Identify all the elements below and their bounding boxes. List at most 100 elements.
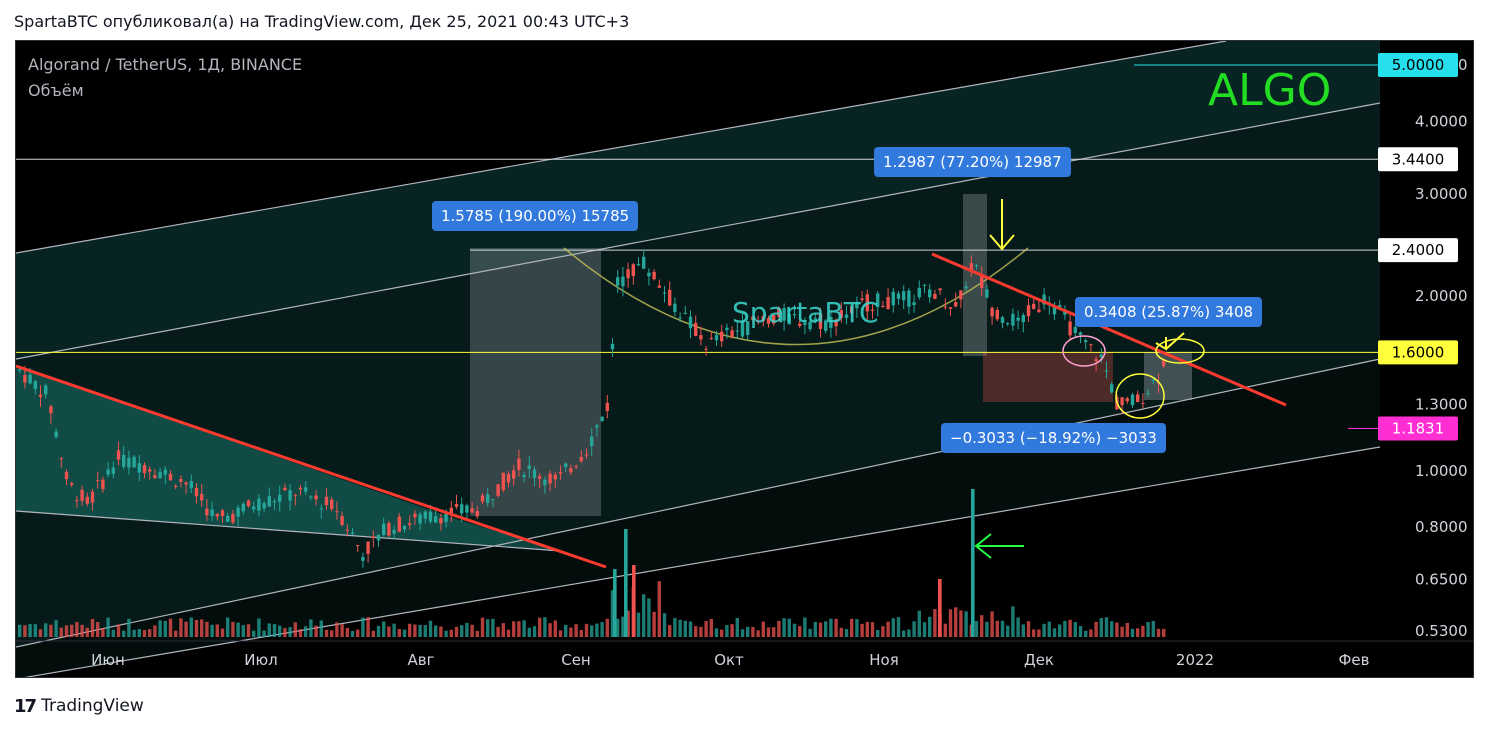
volume-bar — [376, 625, 381, 637]
volume-bar — [980, 615, 984, 637]
candle-body — [948, 307, 953, 309]
candle-body — [387, 523, 391, 536]
candle-body — [907, 290, 911, 307]
candle-body — [616, 277, 620, 286]
channel-line — [16, 358, 1381, 648]
candle-body — [288, 490, 292, 501]
time-tick-label: Июн — [91, 651, 125, 669]
symbol-title[interactable]: Algorand / TetherUS, 1Д, BINANCE — [28, 55, 303, 74]
price-tick-label: 3.0000 — [1415, 185, 1468, 203]
time-tick-label: Дек — [1024, 651, 1054, 669]
candle-body — [75, 500, 79, 502]
candle-body — [808, 321, 812, 330]
volume-bar — [896, 617, 901, 637]
volume-bar — [808, 628, 812, 637]
candle-body — [314, 495, 318, 500]
volume-bar — [699, 626, 703, 637]
volume-bar — [90, 618, 95, 637]
candle-body — [148, 469, 152, 472]
candle-body — [356, 544, 360, 546]
volume-bar — [496, 626, 500, 637]
channel-upper-fill — [16, 41, 1380, 359]
candle-body — [647, 272, 651, 277]
volume-bar — [621, 616, 625, 637]
volume-bar — [194, 619, 199, 637]
volume-bar — [408, 623, 412, 637]
volume-bar — [1136, 628, 1140, 637]
volume-bar — [480, 617, 485, 637]
volume-bar — [974, 621, 979, 637]
candle-body — [231, 513, 235, 523]
candle-body — [850, 306, 854, 314]
candle-body — [673, 303, 677, 313]
volume-bar — [564, 624, 568, 637]
candle-body — [241, 503, 245, 512]
volume-bar — [532, 626, 537, 637]
candle-body — [662, 292, 667, 294]
candle-body — [1136, 394, 1140, 403]
candle-body — [44, 385, 48, 395]
volume-bar — [553, 620, 557, 637]
volume-bar — [1000, 620, 1005, 637]
candle-body — [605, 402, 609, 412]
candle-body — [995, 309, 999, 320]
candle-body — [657, 285, 661, 288]
volume-bar — [1110, 621, 1114, 637]
volume-bar — [18, 624, 22, 637]
volume-bar — [777, 620, 781, 637]
price-tick-label: 1.0000 — [1415, 462, 1468, 480]
candle-body — [954, 302, 958, 307]
volume-bar — [1006, 625, 1010, 637]
candle-body — [246, 500, 251, 507]
volume-bar — [1151, 620, 1155, 637]
candle-body — [257, 498, 261, 511]
candle-body — [1000, 317, 1005, 323]
volume-bar — [298, 629, 303, 637]
candle-body — [402, 526, 407, 530]
candle-body — [683, 312, 687, 314]
candle-body — [694, 322, 698, 336]
candle-body — [428, 511, 433, 522]
candle-body — [1104, 370, 1109, 372]
candle-body — [813, 318, 817, 322]
volume-bar — [231, 621, 235, 637]
volume-bar — [1104, 617, 1109, 637]
volume-bar — [668, 625, 672, 637]
volume-bar — [111, 629, 115, 637]
volume-bar — [200, 619, 204, 637]
time-tick-label: Ноя — [869, 651, 898, 669]
candle-body — [80, 489, 84, 501]
price-tick-label: 0.8000 — [1415, 518, 1468, 536]
tradingview-logo-icon: 17 — [14, 695, 37, 717]
time-tick-label: Сен — [561, 651, 591, 669]
volume-bar — [881, 626, 885, 637]
chart-canvas[interactable]: 5.0000 4.0000 3.0000 2.0000 1.3000 1.0000 0.80… — [16, 41, 1474, 678]
volume-bar — [844, 629, 849, 637]
volume-bar — [361, 617, 365, 637]
volume-bar — [766, 627, 771, 637]
candle-body — [18, 369, 22, 371]
candle-body — [922, 284, 927, 286]
candle-body — [1016, 317, 1020, 321]
volume-legend[interactable]: Объём — [28, 81, 84, 100]
candle-body — [699, 335, 703, 340]
time-tick-label: Фев — [1339, 651, 1370, 669]
candle-body — [111, 467, 115, 474]
candle-body — [434, 516, 438, 523]
volume-bar — [1063, 620, 1067, 637]
measure-label-spike: 1.2987 (77.20%) 12987 — [874, 147, 1071, 177]
candle-body — [709, 338, 713, 340]
measure-label-rally: 1.5785 (190.00%) 15785 — [432, 201, 639, 231]
candle-body — [319, 508, 323, 510]
candle-body — [423, 511, 427, 519]
chart-panel[interactable]: 5.0000 4.0000 3.0000 2.0000 1.3000 1.0000 0.80… — [15, 40, 1474, 678]
volume-bar — [1032, 629, 1036, 637]
candle-body — [787, 313, 791, 325]
channel-line — [16, 41, 1227, 254]
cup-arc — [563, 247, 1029, 346]
volume-bar — [517, 621, 521, 637]
candle-body — [278, 494, 282, 502]
candle-body — [990, 307, 994, 317]
candle-body — [579, 457, 583, 462]
candle-body — [902, 291, 906, 301]
